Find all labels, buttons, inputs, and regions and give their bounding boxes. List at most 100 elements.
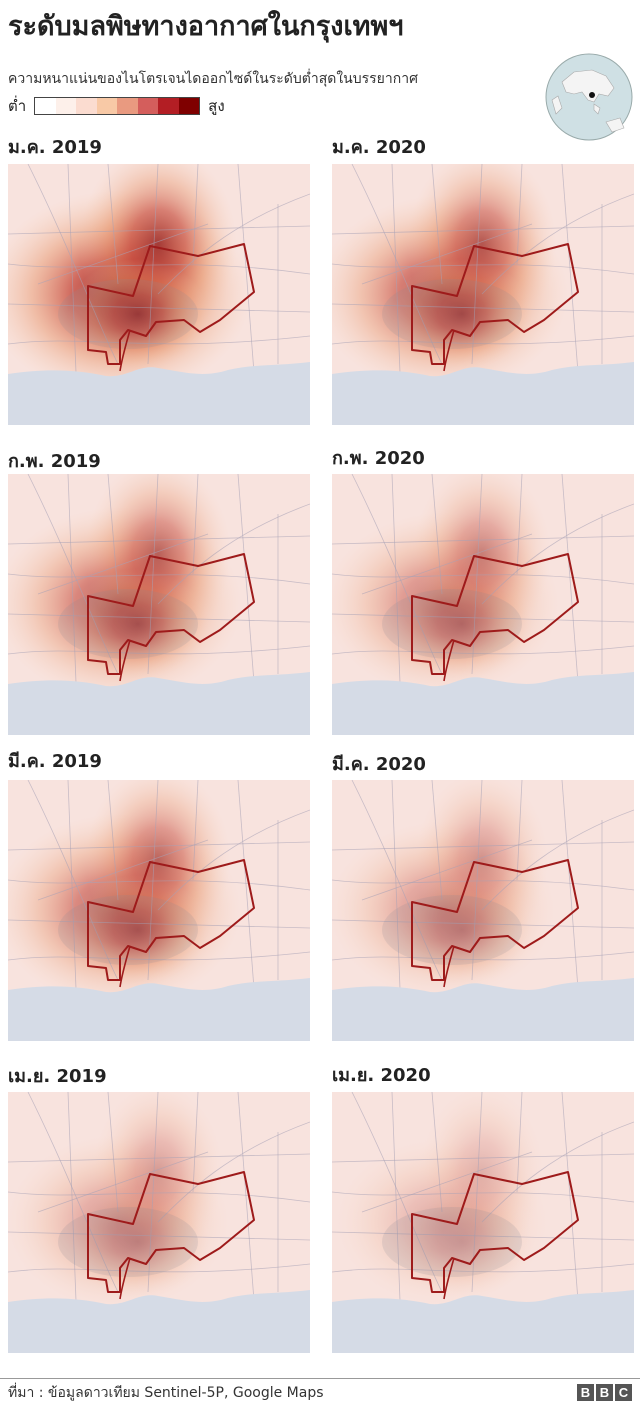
bangkok-boundary — [87, 1171, 255, 1293]
road-line — [37, 1151, 209, 1213]
road-line — [157, 503, 310, 605]
bangkok-boundary — [411, 243, 579, 365]
road-line — [37, 533, 209, 595]
road-line — [332, 1263, 634, 1273]
bangkok-boundary — [87, 859, 255, 981]
legend-swatch — [158, 98, 179, 114]
road-line — [8, 1191, 310, 1203]
road-line — [192, 164, 199, 265]
map-panel-label: มี.ค. 2020 — [332, 754, 426, 775]
road-line — [361, 1151, 533, 1213]
road-line — [8, 919, 310, 929]
legend-swatch — [35, 98, 56, 114]
road-line — [37, 839, 209, 901]
bangkok-boundary — [87, 553, 255, 675]
legend-high-label: สูง — [208, 97, 225, 115]
road-line — [192, 474, 199, 575]
urban-area — [382, 589, 522, 659]
map-panel-label: เม.ย. 2020 — [332, 1065, 431, 1086]
road-line — [351, 780, 443, 981]
boundary-spur — [443, 945, 455, 988]
road-line — [27, 164, 119, 365]
road-line — [192, 780, 199, 881]
road-line — [332, 951, 634, 961]
road-line — [8, 263, 310, 275]
road-line — [516, 780, 523, 881]
no2-density-area — [68, 875, 208, 985]
road-line — [37, 223, 209, 285]
urban-area — [382, 1207, 522, 1277]
road-line — [8, 573, 310, 585]
boundary-spur — [443, 329, 455, 372]
road-line — [332, 225, 634, 235]
road-line — [332, 263, 634, 275]
road-line — [332, 1231, 634, 1241]
urban-area — [58, 589, 198, 659]
map-panel-label: ก.พ. 2019 — [8, 451, 101, 472]
road-line — [332, 535, 634, 545]
road-line — [332, 841, 634, 851]
road-line — [516, 164, 523, 265]
road-line — [27, 474, 119, 675]
boundary-spur — [443, 1257, 455, 1300]
gulf-water — [332, 672, 634, 735]
map-panel-label: เม.ย. 2019 — [8, 1066, 107, 1087]
bangkok-boundary — [87, 243, 255, 365]
road-line — [27, 780, 119, 981]
legend-swatch — [117, 98, 138, 114]
road-line — [8, 879, 310, 891]
no2-density-area — [68, 569, 208, 679]
no2-map-panel — [332, 780, 634, 1041]
no2-map-panel — [8, 164, 310, 425]
road-line — [8, 1263, 310, 1273]
road-line — [481, 503, 634, 605]
road-line — [332, 335, 634, 345]
bangkok-boundary — [411, 859, 579, 981]
road-line — [351, 474, 443, 675]
bangkok-boundary — [411, 1171, 579, 1293]
road-line — [107, 780, 119, 901]
gulf-water — [332, 1290, 634, 1353]
road-line — [481, 809, 634, 911]
road-line — [332, 613, 634, 623]
no2-map-panel — [332, 474, 634, 735]
legend-swatch — [137, 98, 159, 114]
road-line — [361, 223, 533, 285]
no2-density-area — [392, 1187, 532, 1297]
no2-density-area — [392, 569, 532, 679]
legend-swatch — [178, 98, 200, 114]
road-line — [351, 164, 443, 365]
road-line — [8, 645, 310, 655]
map-panel-label: ม.ค. 2019 — [8, 137, 102, 158]
map-panel-label: มี.ค. 2019 — [8, 751, 102, 772]
gulf-water — [332, 978, 634, 1041]
legend-low-label: ต่ำ — [8, 97, 27, 115]
no2-map-panel — [8, 780, 310, 1041]
road-line — [8, 535, 310, 545]
urban-area — [58, 279, 198, 349]
location-marker — [589, 92, 595, 98]
urban-area — [58, 895, 198, 965]
boundary-spur — [119, 1257, 131, 1300]
road-line — [107, 474, 119, 595]
road-line — [8, 1153, 310, 1163]
road-line — [27, 1092, 119, 1293]
boundary-spur — [119, 945, 131, 988]
gulf-water — [332, 362, 634, 425]
road-line — [157, 193, 310, 295]
urban-area — [382, 895, 522, 965]
gulf-water — [8, 1290, 310, 1353]
no2-density-area — [392, 259, 532, 369]
urban-area — [382, 279, 522, 349]
road-line — [8, 613, 310, 623]
road-line — [361, 839, 533, 901]
road-line — [332, 919, 634, 929]
gulf-water — [8, 362, 310, 425]
road-line — [431, 1092, 443, 1213]
road-line — [431, 474, 443, 595]
color-legend: ต่ำ สูง — [8, 95, 225, 117]
map-panel-label: ก.พ. 2020 — [332, 448, 425, 469]
legend-swatch — [55, 98, 77, 114]
road-line — [351, 1092, 443, 1293]
legend-swatch — [76, 98, 97, 114]
